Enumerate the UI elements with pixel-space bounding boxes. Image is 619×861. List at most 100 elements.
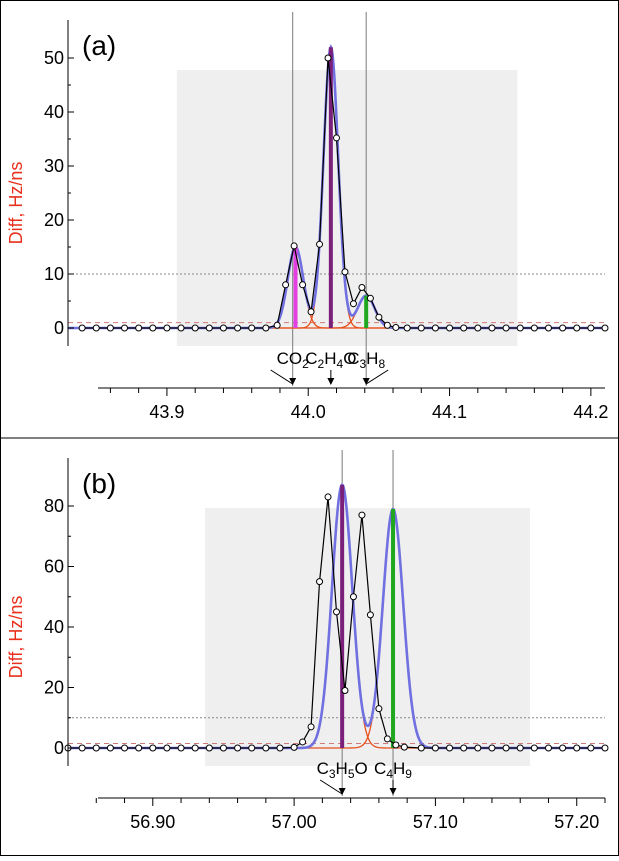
panel-label: (b) <box>82 468 116 499</box>
x-tick-label: 57.00 <box>272 812 317 832</box>
data-point <box>149 744 157 752</box>
shaded-window <box>176 70 518 384</box>
data-point <box>78 744 86 752</box>
data-point <box>92 324 100 332</box>
data-point <box>358 284 366 291</box>
data-point <box>431 744 439 752</box>
y-tick-label: 50 <box>44 48 64 68</box>
x-tick-label: 44.0 <box>291 402 326 422</box>
annotation-arrow-line <box>319 779 343 795</box>
annotation-arrow-head <box>362 378 370 385</box>
data-point <box>299 738 307 746</box>
data-point <box>234 744 242 752</box>
data-point <box>573 324 581 332</box>
formula-label: CO2 <box>277 349 310 371</box>
panel-a: 0 10 20 30 40 50 Diff, Hz/ns 43.9 44.0 44.1 44.2 (a… <box>6 12 609 422</box>
data-point <box>366 611 374 619</box>
data-point <box>219 324 227 332</box>
panel-label: (a) <box>82 30 116 61</box>
formula-label: C2H4O <box>305 349 356 371</box>
data-point <box>333 134 340 142</box>
data-point <box>262 744 270 752</box>
data-point <box>530 324 538 332</box>
data-point <box>383 321 391 329</box>
annotation-arrow-line <box>365 369 389 385</box>
data-point <box>559 744 567 752</box>
data-point <box>383 735 391 743</box>
y-tick-label: 80 <box>44 496 64 516</box>
data-point <box>502 324 510 332</box>
shaded-window <box>205 508 531 794</box>
data-point <box>262 324 270 332</box>
data-point <box>544 744 552 752</box>
data-point <box>516 324 524 332</box>
data-point <box>601 744 609 752</box>
data-point <box>290 743 298 751</box>
data-point <box>417 324 425 332</box>
data-point <box>431 324 439 332</box>
y-axis-label: Diff, Hz/ns <box>6 596 26 679</box>
data-point <box>587 744 595 752</box>
y-tick-label: 0 <box>54 738 64 758</box>
x-tick-label: 57.20 <box>554 812 599 832</box>
formula-label: C3H5O <box>317 759 368 781</box>
data-point <box>106 324 114 332</box>
data-point <box>205 744 213 752</box>
x-tick-label: 43.9 <box>149 402 184 422</box>
annotation-arrow-head <box>389 788 397 795</box>
data-point <box>324 54 332 62</box>
data-point <box>92 744 100 752</box>
data-point <box>502 744 510 752</box>
data-point <box>333 608 340 616</box>
data-point <box>177 744 185 752</box>
data-point <box>474 744 482 752</box>
data-point <box>375 705 383 713</box>
data-point <box>573 744 581 752</box>
y-tick-label: 10 <box>44 264 64 284</box>
data-point <box>276 744 284 752</box>
data-point <box>219 744 227 752</box>
data-point <box>316 240 324 248</box>
data-point <box>307 308 315 316</box>
x-tick-label: 56.90 <box>130 812 175 832</box>
data-point <box>234 324 242 332</box>
data-point <box>366 294 374 302</box>
data-point <box>163 744 171 752</box>
data-point <box>446 744 454 752</box>
data-point <box>191 324 199 332</box>
data-point <box>460 324 468 332</box>
data-point <box>544 324 552 332</box>
data-point <box>282 281 290 289</box>
data-point <box>273 321 281 329</box>
data-point <box>446 324 454 332</box>
data-point <box>601 324 609 332</box>
data-point <box>349 300 357 308</box>
annotation-arrow-line <box>270 369 293 385</box>
x-tick-label: 57.10 <box>413 812 458 832</box>
data-point <box>392 323 400 331</box>
formula-label: C3H8 <box>347 349 385 371</box>
data-point <box>191 744 199 752</box>
data-point <box>530 744 538 752</box>
data-point <box>392 741 400 749</box>
data-point <box>488 744 496 752</box>
data-point <box>358 511 366 519</box>
data-point <box>488 324 496 332</box>
y-tick-label: 40 <box>44 102 64 122</box>
y-tick-label: 20 <box>44 678 64 698</box>
data-point <box>290 242 298 250</box>
data-point <box>375 313 383 321</box>
data-point <box>135 744 143 752</box>
y-tick-label: 40 <box>44 617 64 637</box>
data-point <box>349 593 357 601</box>
data-point <box>177 324 185 332</box>
data-point <box>163 324 171 332</box>
annotation-arrow-head <box>327 378 335 385</box>
data-point <box>400 743 408 751</box>
x-tick-label: 44.1 <box>432 402 467 422</box>
data-point <box>78 324 86 332</box>
data-point <box>316 578 324 586</box>
data-point <box>299 281 307 289</box>
data-point <box>149 324 157 332</box>
